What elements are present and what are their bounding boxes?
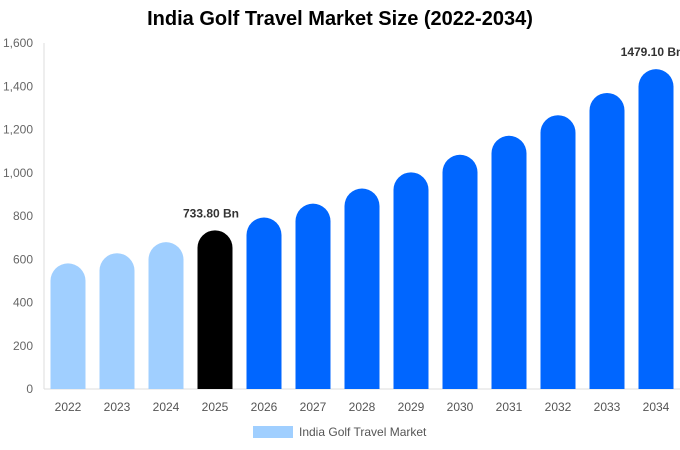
y-tick-label: 1,600	[3, 36, 33, 50]
x-tick-label: 2028	[349, 400, 376, 414]
x-tick-label: 2032	[545, 400, 572, 414]
y-tick-label: 600	[13, 252, 33, 266]
x-tick-label: 2023	[104, 400, 131, 414]
x-tick-label: 2024	[153, 400, 180, 414]
data-label: 1479.10 Bn	[621, 45, 680, 59]
x-tick-label: 2033	[594, 400, 621, 414]
bar-2029	[393, 172, 429, 389]
legend-swatch	[253, 426, 293, 438]
y-tick-label: 400	[13, 296, 33, 310]
bar-2023	[99, 253, 135, 389]
bar-2032	[540, 115, 576, 390]
x-tick-label: 2031	[496, 400, 523, 414]
bar-2026	[246, 217, 282, 389]
x-tick-label: 2025	[202, 400, 229, 414]
bar-2034	[638, 69, 674, 389]
legend: India Golf Travel Market	[253, 425, 426, 439]
x-tick-label: 2030	[447, 400, 474, 414]
legend-label: India Golf Travel Market	[299, 425, 427, 439]
y-tick-label: 1,000	[3, 166, 33, 180]
chart-title: India Golf Travel Market Size (2022-2034…	[147, 8, 533, 30]
bar-2022	[50, 263, 86, 389]
data-label: 733.80 Bn	[183, 206, 239, 220]
y-tick-label: 800	[13, 209, 33, 223]
bar-2033	[589, 92, 625, 389]
bar-2027	[295, 203, 331, 389]
bar-2025	[197, 230, 233, 389]
x-tick-label: 2027	[300, 400, 327, 414]
y-tick-label: 1,200	[3, 123, 33, 137]
x-tick-label: 2029	[398, 400, 425, 414]
bar-2030	[442, 154, 478, 389]
y-tick-label: 0	[26, 382, 33, 396]
bar-2028	[344, 188, 380, 389]
x-tick-label: 2026	[251, 400, 278, 414]
x-tick-label: 2034	[643, 400, 670, 414]
y-tick-label: 200	[13, 339, 33, 353]
bar-2031	[491, 135, 527, 389]
y-tick-label: 1,400	[3, 79, 33, 93]
bar-2024	[148, 242, 184, 389]
x-tick-label: 2022	[55, 400, 82, 414]
